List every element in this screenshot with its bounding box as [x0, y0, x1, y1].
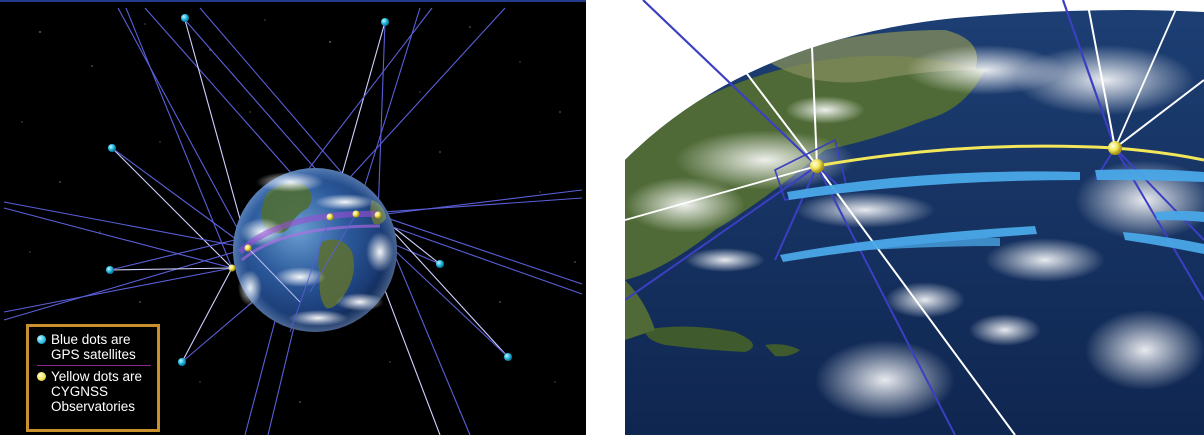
cygnss-observatory-dot	[374, 211, 382, 219]
specular-point-tracks	[780, 169, 1204, 262]
closeup-scene	[625, 0, 1204, 435]
cygnss-observatory-dot	[810, 159, 824, 173]
closeup-signal-lines	[625, 0, 1204, 435]
legend-divider	[37, 365, 151, 366]
legend-cygnss-label-line1: Yellow dots are	[51, 369, 143, 384]
legend-cygnss-label-line3: Observatories	[51, 399, 136, 414]
cygnss-observatory-dot	[228, 264, 236, 272]
legend: Blue dots are GPS satellites Yellow dots…	[26, 324, 160, 432]
gps-satellites	[106, 14, 512, 366]
earth-globe	[233, 168, 397, 332]
gps-satellite-dot	[106, 266, 114, 274]
earth-surface	[625, 10, 1204, 435]
earth-closeup-panel	[625, 0, 1204, 435]
legend-item-gps: Blue dots are GPS satellites	[37, 332, 151, 362]
gps-satellite-dot	[381, 18, 389, 26]
gps-satellite-dot	[504, 353, 512, 361]
legend-item-cygnss: Yellow dots are CYGNSS Observatories	[37, 369, 151, 414]
cygnss-observatories	[228, 210, 382, 272]
gps-dot-icon	[37, 335, 46, 344]
legend-gps-label-line1: Blue dots are	[51, 332, 131, 347]
starfield	[21, 19, 576, 413]
cygnss-observatory-dot	[326, 213, 334, 221]
cygnss-dot-icon	[37, 372, 46, 381]
cygnss-orbit-path	[816, 144, 1204, 168]
constellation-scene	[3, 7, 583, 435]
gps-satellite-dot	[436, 260, 444, 268]
gps-satellite-dot	[178, 358, 186, 366]
space-background	[625, 0, 1204, 160]
legend-gps-label-line2: GPS satellites	[51, 347, 136, 362]
cygnss-observatory-dot	[1108, 141, 1122, 155]
constellation-overview-panel: Blue dots are GPS satellites Yellow dots…	[0, 0, 586, 435]
gps-satellite-dot	[108, 144, 116, 152]
cygnss-observatory-dot	[244, 244, 252, 252]
gps-satellite-dot	[181, 14, 189, 22]
cygnss-observatory-dot	[352, 210, 360, 218]
legend-cygnss-label-line2: CYGNSS	[51, 384, 109, 399]
